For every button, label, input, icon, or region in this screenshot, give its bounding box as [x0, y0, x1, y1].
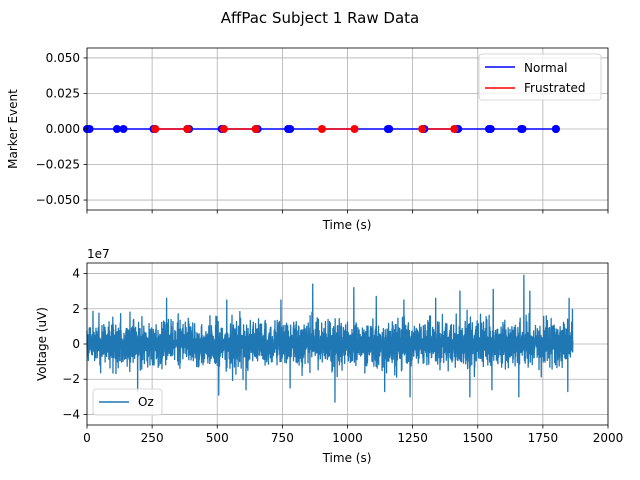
bottom-ticks: 0 250 500 750 1000 1250 1500 1750 2000 −4 −2 0 2 4 — [62, 267, 623, 445]
frustrated-marker — [317, 125, 326, 133]
bottom-y-tick-label: 4 — [72, 267, 80, 281]
normal-marker — [385, 125, 394, 133]
top-y-tick-label: 0.025 — [46, 86, 80, 100]
normal-marker — [85, 125, 94, 133]
bottom-y-tick-label: 0 — [72, 337, 80, 351]
bottom-x-tick-label: 500 — [206, 431, 229, 445]
frustrated-marker — [450, 125, 459, 133]
normal-marker — [518, 125, 527, 133]
top-legend: Normal Frustrated — [478, 53, 602, 101]
normal-marker — [286, 125, 295, 133]
figure-title: AffPac Subject 1 Raw Data — [221, 9, 419, 27]
top-ticks: −0.050 −0.025 0.000 0.025 0.050 — [36, 51, 609, 214]
normal-marker — [551, 125, 560, 133]
bottom-y-axis-label: Voltage (uV) — [35, 307, 49, 381]
frustrated-marker — [151, 125, 160, 133]
bottom-x-tick-label: 1750 — [528, 431, 559, 445]
normal-marker — [119, 125, 128, 133]
bottom-y-tick-label: −2 — [62, 372, 80, 386]
oz-signal-line — [86, 274, 574, 403]
bottom-x-tick-label: 1000 — [332, 431, 363, 445]
bottom-x-tick-label: 2000 — [593, 431, 624, 445]
top-y-tick-label: −0.025 — [36, 158, 80, 172]
top-x-axis-label: Time (s) — [322, 218, 372, 232]
frustrated-marker — [251, 125, 260, 133]
top-y-tick-label: 0.000 — [46, 122, 80, 136]
bottom-x-tick-label: 0 — [83, 431, 91, 445]
top-y-tick-label: 0.050 — [46, 51, 80, 65]
legend-frustrated-label: Frustrated — [524, 81, 586, 95]
top-plot-area — [83, 125, 560, 133]
normal-marker — [486, 125, 495, 133]
normal-marker — [112, 125, 121, 133]
legend-oz-label: Oz — [138, 395, 154, 409]
bottom-x-axis-label: Time (s) — [322, 451, 372, 465]
bottom-legend: Oz — [92, 388, 163, 416]
bottom-x-tick-label: 1250 — [397, 431, 428, 445]
top-y-axis-label: Marker Event — [6, 89, 20, 169]
frustrated-marker — [183, 125, 192, 133]
top-y-tick-label: −0.050 — [36, 193, 80, 207]
marker-event-panel: −0.050 −0.025 0.000 0.025 0.050 Time (s) Mar… — [6, 47, 609, 232]
bottom-offset-label: 1e7 — [87, 247, 110, 261]
bottom-y-tick-label: −4 — [62, 407, 80, 421]
legend-normal-label: Normal — [524, 61, 567, 75]
voltage-panel: 0 250 500 750 1000 1250 1500 1750 2000 −4 −2 0 2 4 1e… — [35, 247, 623, 465]
frustrated-marker — [418, 125, 427, 133]
bottom-x-tick-label: 250 — [141, 431, 164, 445]
bottom-plot-area — [86, 274, 574, 403]
frustrated-marker — [350, 125, 359, 133]
frustrated-marker — [219, 125, 228, 133]
bottom-x-tick-label: 1500 — [462, 431, 493, 445]
bottom-x-tick-label: 750 — [271, 431, 294, 445]
bottom-y-tick-label: 2 — [72, 302, 80, 316]
